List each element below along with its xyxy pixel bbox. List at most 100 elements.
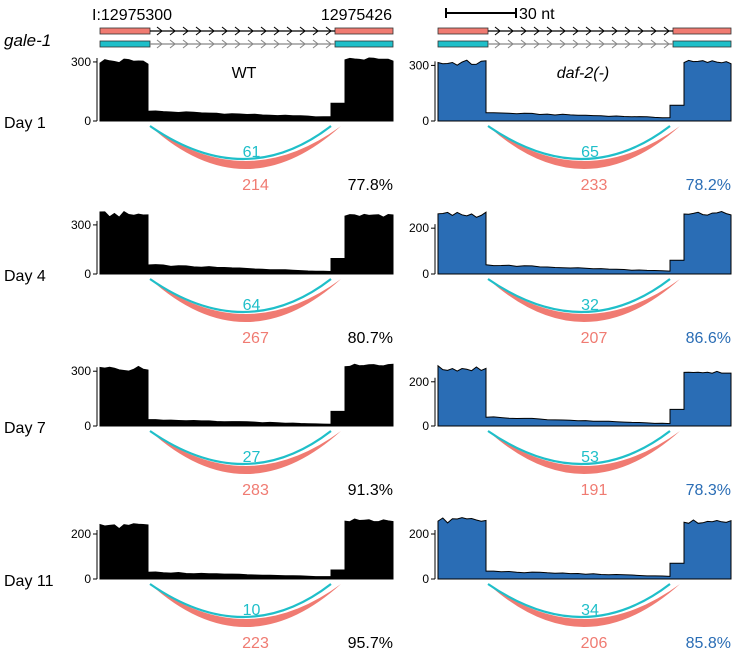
junction-arc-a: [488, 431, 680, 474]
percent-spliced-label: 95.7%: [348, 635, 393, 652]
strand-arrow: [286, 26, 293, 36]
strand-arrow: [663, 39, 670, 49]
junction-arc-b: [487, 583, 671, 618]
panel-day-7-wt: 0 300 27 283 91.3%: [71, 363, 394, 499]
junction-count-b: 32: [581, 297, 599, 314]
junction-count-a: 214: [242, 177, 269, 194]
strand-arrow: [169, 39, 176, 49]
panel-day-11-mutant: 0 200 34 206 85.8%: [409, 517, 732, 652]
strand-arrow: [234, 39, 241, 49]
scale-bar: 30 nt: [445, 6, 555, 23]
strand-arrow: [221, 39, 228, 49]
junction-arc-b: [487, 430, 671, 465]
y-tick-label: 200: [409, 527, 429, 541]
junction-count-a: 191: [581, 482, 608, 499]
junction-arc-b: [149, 125, 332, 160]
junction-count-a: 206: [581, 635, 608, 652]
junction-count-a: 283: [242, 482, 269, 499]
strand-arrow: [312, 39, 319, 49]
y-tick-label: 200: [71, 527, 91, 541]
junction-arc-b: [149, 583, 332, 618]
strand-arrow: [611, 39, 618, 49]
strand-arrow: [195, 26, 202, 36]
junction-count-a: 207: [581, 330, 608, 347]
exon-block: [437, 40, 489, 48]
coverage-area: [99, 57, 394, 122]
strand-arrow: [312, 26, 319, 36]
strand-arrow: [325, 26, 332, 36]
junction-arc-a: [150, 279, 341, 322]
strand-arrow: [208, 39, 215, 49]
junction-count-a: 267: [242, 330, 269, 347]
day-label-7: Day 7: [4, 420, 46, 437]
coverage-area: [437, 59, 732, 122]
panel-day-7-mutant: 0 200 53 191 78.3%: [409, 364, 732, 499]
exon-block: [672, 40, 732, 48]
exon-block: [334, 27, 394, 35]
strand-arrow: [299, 26, 306, 36]
coverage-area: [437, 210, 732, 275]
junction-count-b: 64: [243, 297, 261, 314]
y-tick-label: 0: [422, 419, 429, 433]
strand-arrow: [585, 39, 592, 49]
day-label-1: Day 1: [4, 115, 46, 132]
coordinate-end: 12975426: [321, 7, 392, 24]
strand-arrow: [260, 26, 267, 36]
junction-count-b: 61: [243, 144, 261, 161]
exon-block: [99, 27, 151, 35]
junction-count-b: 53: [581, 449, 599, 466]
condition-label-mutant: daf-2(-): [557, 65, 609, 82]
y-tick-label: 200: [409, 375, 429, 389]
strand-arrow: [650, 39, 657, 49]
y-tick-label: 0: [84, 419, 91, 433]
y-tick-label: 300: [71, 55, 91, 69]
y-tick-label: 0: [422, 114, 429, 128]
strand-arrow: [559, 26, 566, 36]
coordinate-start: I:12975300: [92, 7, 172, 24]
strand-arrow: [650, 26, 657, 36]
strand-arrow: [260, 39, 267, 49]
gene-models: [99, 26, 732, 49]
panel-day-1-wt: 0 300 61 214 77.8%: [71, 55, 394, 194]
panel-day-1-mutant: 0 300 65 233 78.2%: [409, 58, 732, 194]
strand-arrow: [494, 39, 501, 49]
strand-arrow: [598, 39, 605, 49]
coverage-area: [437, 517, 732, 580]
percent-spliced-label: 78.3%: [686, 482, 731, 499]
strand-arrow: [611, 26, 618, 36]
strand-arrow: [195, 39, 202, 49]
y-tick-label: 300: [409, 58, 429, 72]
strand-arrow: [624, 39, 631, 49]
strand-arrow: [208, 26, 215, 36]
strand-arrow: [221, 26, 228, 36]
y-tick-label: 0: [84, 114, 91, 128]
junction-arc-a: [150, 431, 341, 474]
strand-arrow: [234, 26, 241, 36]
junction-arc-b: [487, 125, 671, 160]
exon-block: [437, 27, 489, 35]
panel-day-11-wt: 0 200 10 223 95.7%: [71, 518, 394, 652]
coverage-area: [437, 364, 732, 427]
strand-arrow: [156, 26, 163, 36]
strand-arrow: [533, 26, 540, 36]
day-label-4: Day 4: [4, 268, 46, 285]
percent-spliced-label: 86.6%: [686, 330, 731, 347]
strand-arrow: [598, 26, 605, 36]
scale-bar-label: 30 nt: [519, 6, 555, 23]
coverage-panels: 0 300 61 214 77.8% 0 300 65 233 78.2% 0 300 64 267 80.…: [71, 55, 732, 652]
junction-arc-a: [150, 584, 341, 627]
junction-arc-b: [149, 278, 332, 313]
panel-day-4-mutant: 0 200 32 207 86.6%: [409, 210, 732, 347]
coverage-area: [99, 518, 394, 580]
junction-arc-b: [487, 278, 671, 313]
percent-spliced-label: 85.8%: [686, 635, 731, 652]
strand-arrow: [533, 39, 540, 49]
junction-count-b: 27: [243, 449, 261, 466]
gene-model-wt: [99, 26, 394, 49]
junction-arc-a: [150, 126, 341, 169]
junction-arc-a: [488, 279, 680, 322]
junction-count-a: 223: [242, 635, 269, 652]
y-tick-label: 300: [71, 218, 91, 232]
gene-model-mutant: [437, 26, 732, 49]
